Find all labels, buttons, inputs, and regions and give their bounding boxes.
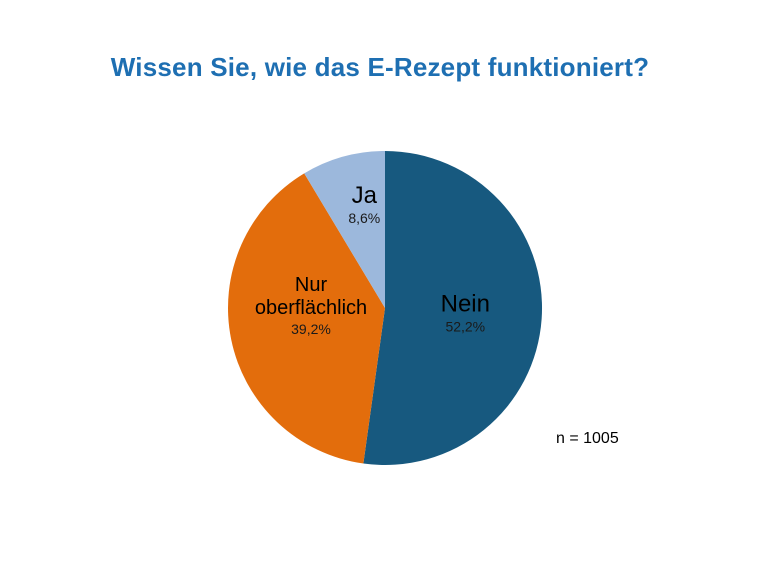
chart-title: Wissen Sie, wie das E-Rezept funktionier… (110, 52, 650, 82)
slice-label: Nein (441, 290, 490, 317)
slice-percentage-label: 52,2% (445, 318, 485, 334)
pie-slice-nur-oberfl-chlich (228, 173, 385, 464)
slice-percentage-label: 8,6% (348, 210, 380, 226)
sample-size-label: n = 1005 (556, 430, 619, 447)
pie-slice-ja (304, 151, 385, 308)
slice-label: oberflächlich (255, 297, 367, 319)
slice-label: Ja (352, 182, 378, 209)
slice-percentage-label: 39,2% (291, 321, 331, 337)
slice-label: Nur (295, 274, 328, 296)
pie-slice-nein (363, 151, 543, 466)
